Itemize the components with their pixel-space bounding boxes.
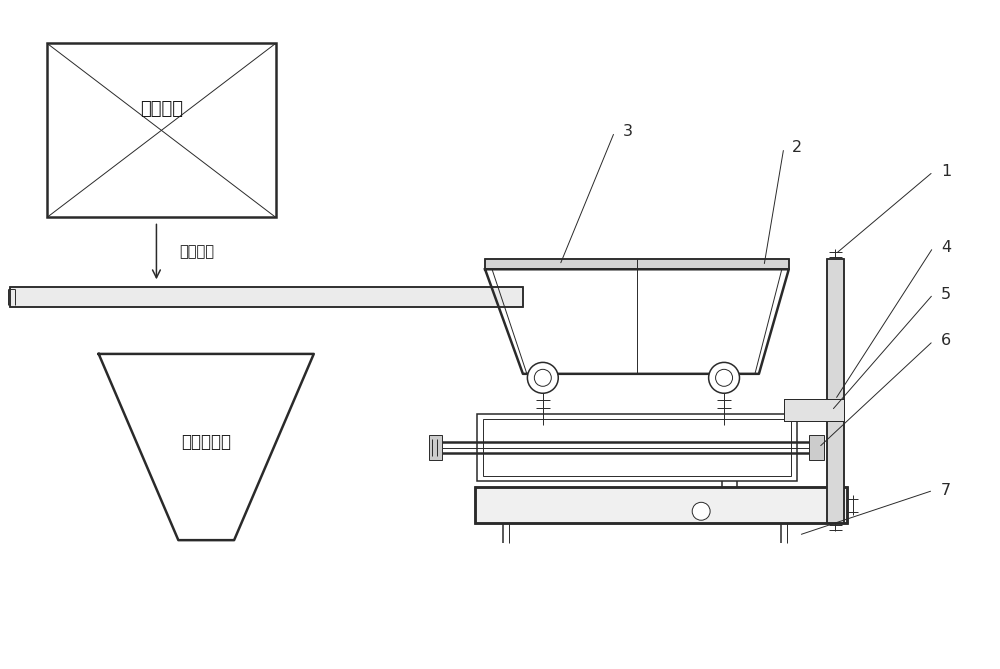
Bar	[429, 435, 442, 460]
Text: 压滤设备: 压滤设备	[140, 100, 183, 118]
Text: 7: 7	[941, 483, 951, 498]
Circle shape	[716, 369, 733, 386]
Circle shape	[709, 363, 740, 393]
Circle shape	[534, 369, 551, 386]
Text: 固相物料仓: 固相物料仓	[181, 433, 231, 451]
Bar	[47, 43, 276, 217]
Bar	[485, 260, 789, 269]
Bar	[809, 435, 824, 460]
Text: 3: 3	[622, 124, 632, 139]
Circle shape	[527, 363, 558, 393]
Circle shape	[692, 502, 710, 520]
Bar	[483, 419, 791, 476]
Text: 2: 2	[792, 140, 802, 155]
Bar	[827, 260, 844, 523]
Text: 排固相物: 排固相物	[179, 244, 214, 259]
Text: 5: 5	[941, 287, 951, 302]
Text: 4: 4	[941, 240, 951, 255]
Bar	[477, 413, 797, 482]
Text: 6: 6	[941, 333, 951, 349]
Bar	[10, 287, 523, 307]
Bar	[485, 260, 789, 269]
Bar	[475, 487, 847, 523]
Bar	[10, 287, 523, 307]
Bar	[827, 260, 844, 523]
Bar	[475, 487, 847, 523]
Bar	[784, 399, 844, 421]
Text: 1: 1	[941, 164, 951, 179]
Bar	[784, 399, 844, 421]
